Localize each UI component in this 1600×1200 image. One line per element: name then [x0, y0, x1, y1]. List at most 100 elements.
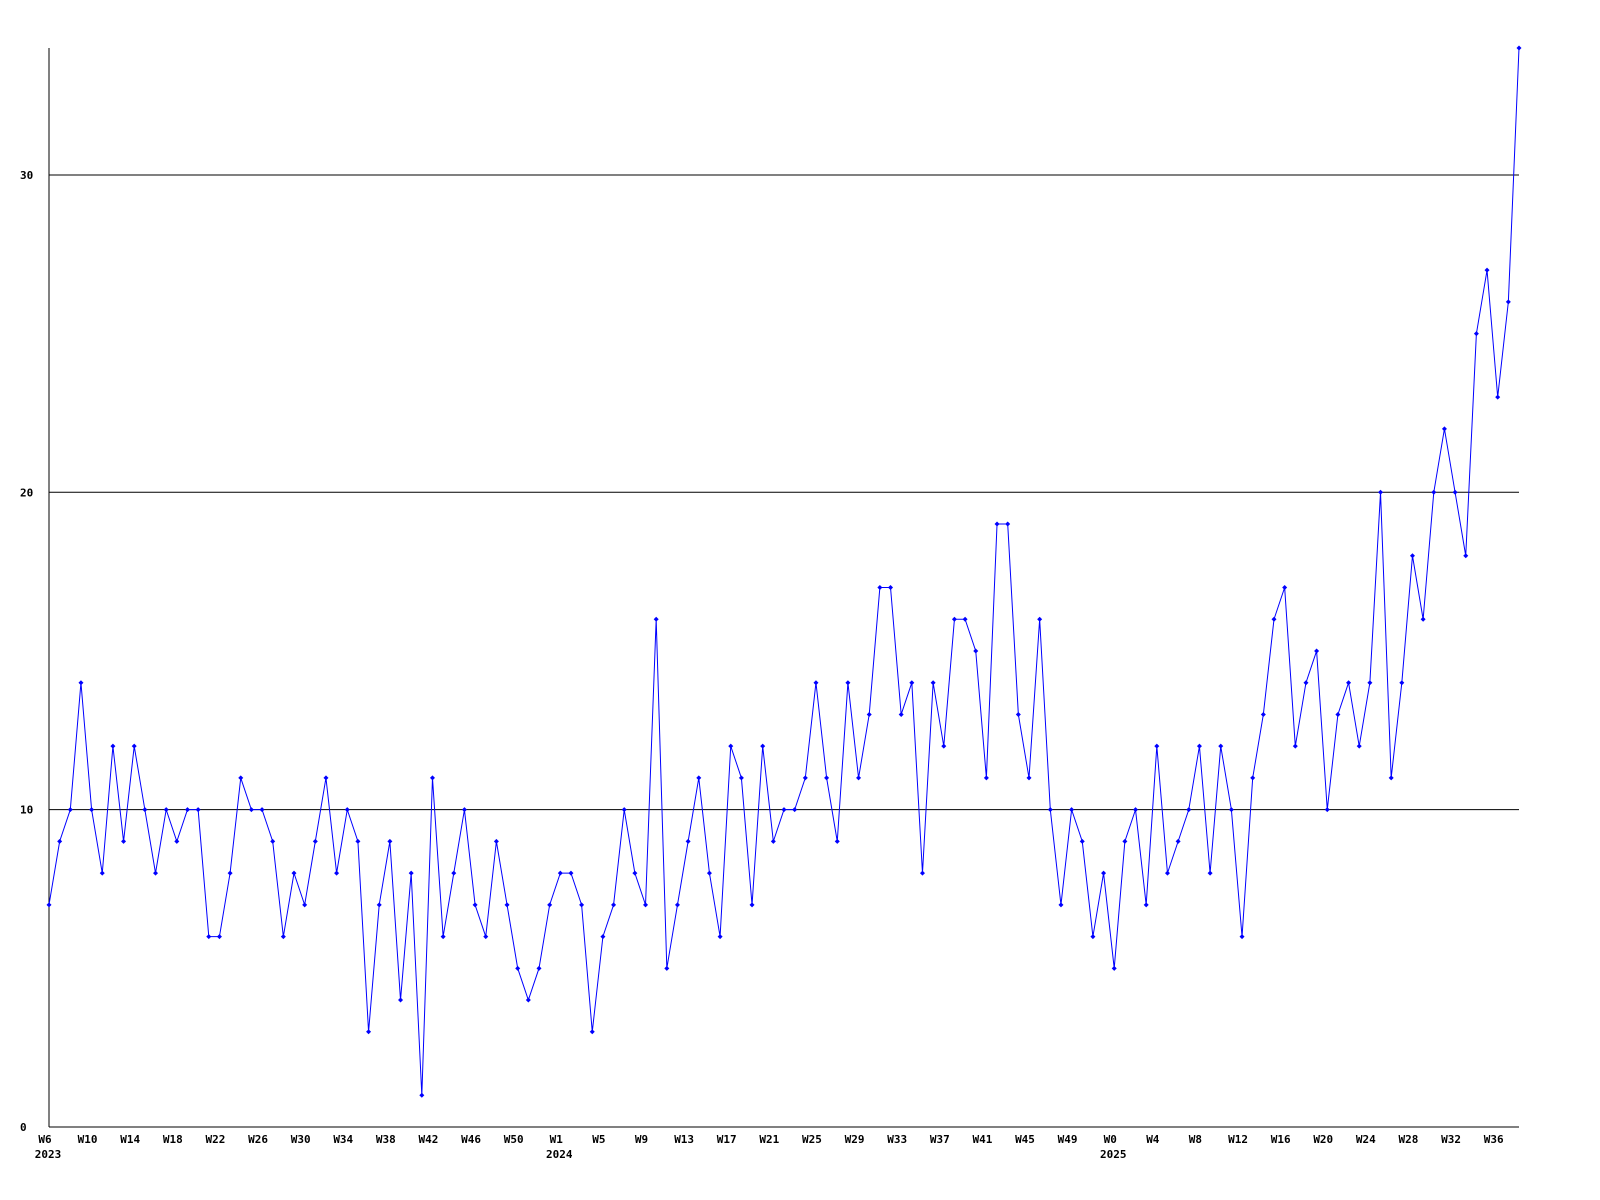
- point-marker: [1282, 585, 1288, 590]
- point-marker: [206, 934, 212, 940]
- point-marker: [1324, 807, 1330, 813]
- x-tick-label: W4: [1146, 1133, 1160, 1146]
- point-marker: [1090, 934, 1096, 940]
- point-marker: [568, 870, 574, 876]
- point-marker: [1314, 648, 1320, 654]
- y-tick-label: 20: [20, 486, 33, 499]
- point-marker: [919, 870, 925, 876]
- point-marker: [78, 680, 84, 686]
- point-marker: [1058, 902, 1064, 908]
- x-tick-label: W22: [205, 1133, 225, 1146]
- point-marker: [1420, 616, 1426, 622]
- point-marker: [1143, 902, 1149, 908]
- point-marker: [270, 838, 276, 844]
- point-marker: [1356, 743, 1362, 749]
- point-marker: [1484, 267, 1490, 273]
- point-marker: [89, 807, 95, 813]
- point-marker: [994, 521, 1000, 527]
- point-marker: [1260, 711, 1266, 717]
- point-marker: [46, 902, 52, 908]
- x-tick-label: W26: [248, 1133, 268, 1146]
- point-marker: [1250, 775, 1256, 781]
- x-tick-label: W42: [419, 1133, 439, 1146]
- x-tick-label: W6: [38, 1133, 52, 1146]
- point-marker: [429, 775, 435, 781]
- point-marker: [1463, 553, 1469, 559]
- point-marker: [621, 807, 627, 813]
- point-marker: [962, 616, 968, 622]
- point-marker: [1239, 934, 1245, 940]
- point-marker: [472, 902, 478, 908]
- point-marker: [1122, 838, 1128, 844]
- point-marker: [834, 838, 840, 844]
- point-marker: [1495, 394, 1501, 400]
- point-marker: [1037, 616, 1043, 622]
- point-marker: [674, 902, 680, 908]
- x-tick-label: W32: [1441, 1133, 1461, 1146]
- point-marker: [941, 743, 947, 749]
- series-line: [48, 47, 1520, 1096]
- point-marker: [813, 680, 819, 686]
- point-marker: [248, 807, 254, 813]
- point-marker: [1516, 45, 1522, 51]
- x-tick-label: W1: [550, 1133, 564, 1146]
- x-tick-label: W24: [1356, 1133, 1376, 1146]
- point-marker: [664, 965, 670, 971]
- point-marker: [57, 838, 63, 844]
- point-marker: [1175, 838, 1181, 844]
- x-tick-label: W49: [1058, 1133, 1078, 1146]
- y-tick-label: 10: [20, 804, 33, 817]
- point-marker: [717, 934, 723, 940]
- point-marker: [973, 648, 979, 654]
- point-marker: [1164, 870, 1170, 876]
- x-tick-label: W18: [163, 1133, 183, 1146]
- point-marker: [611, 902, 617, 908]
- point-marker: [451, 870, 457, 876]
- x-tick-label: W29: [845, 1133, 865, 1146]
- x-tick-label: W25: [802, 1133, 822, 1146]
- point-marker: [483, 934, 489, 940]
- point-marker: [653, 616, 659, 622]
- point-marker: [1452, 489, 1458, 495]
- point-marker: [1505, 299, 1511, 305]
- x-tick-label: W37: [930, 1133, 950, 1146]
- point-marker: [440, 934, 446, 940]
- point-marker: [1154, 743, 1160, 749]
- point-marker: [1378, 489, 1384, 495]
- point-marker: [227, 870, 233, 876]
- point-marker: [302, 902, 308, 908]
- point-marker: [1015, 711, 1021, 717]
- x-tick-label: W13: [674, 1133, 694, 1146]
- point-marker: [696, 775, 702, 781]
- point-marker: [749, 902, 755, 908]
- point-marker: [1196, 743, 1202, 749]
- point-marker: [344, 807, 350, 813]
- point-marker: [685, 838, 691, 844]
- x-tick-label: W50: [504, 1133, 524, 1146]
- point-marker: [738, 775, 744, 781]
- point-marker: [824, 775, 830, 781]
- point-marker: [291, 870, 297, 876]
- point-marker: [1218, 743, 1224, 749]
- x-tick-label: W0: [1104, 1133, 1117, 1146]
- x-tick-label: W21: [759, 1133, 779, 1146]
- point-marker: [536, 965, 542, 971]
- point-marker: [1431, 489, 1437, 495]
- point-marker: [142, 807, 148, 813]
- point-marker: [930, 680, 936, 686]
- point-marker: [728, 743, 734, 749]
- point-marker: [1069, 807, 1075, 813]
- point-marker: [1228, 807, 1234, 813]
- point-marker: [67, 807, 73, 813]
- x-tick-label: W9: [635, 1133, 648, 1146]
- point-marker: [866, 711, 872, 717]
- point-marker: [1111, 965, 1117, 971]
- x-tick-label: W14: [120, 1133, 140, 1146]
- point-marker: [706, 870, 712, 876]
- point-marker: [504, 902, 510, 908]
- x-tick-label: W41: [972, 1133, 992, 1146]
- x-tick-label: W10: [78, 1133, 98, 1146]
- x-tick-label: W38: [376, 1133, 396, 1146]
